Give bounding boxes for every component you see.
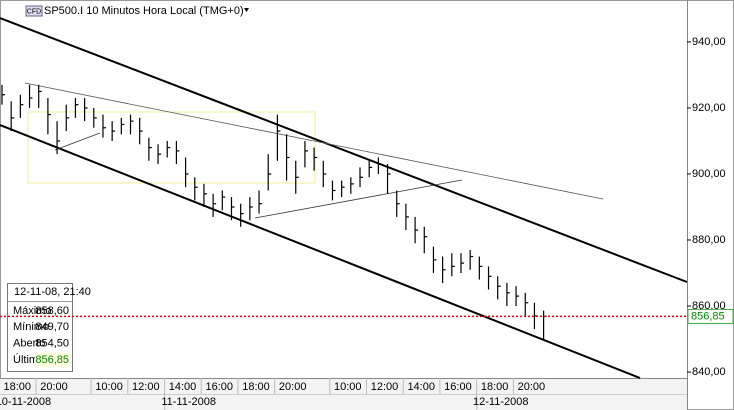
x-tick-label: 18:00 (242, 381, 270, 393)
date-tick-label: 11-11-2008 (161, 396, 216, 408)
info-value: 854,50 (35, 338, 69, 350)
info-value: 856,85 (35, 354, 69, 366)
badge-box (25, 5, 43, 17)
y-tick-label: 840,00 (692, 366, 726, 378)
x-tick-label: 20:00 (40, 381, 68, 393)
info-header: 12-11-08, 21:40 (14, 286, 91, 298)
x-tick-label: 12:00 (132, 381, 160, 393)
title-bg (3, 3, 247, 18)
x-tick-label: 18:00 (481, 381, 509, 393)
info-value: 858,60 (35, 305, 69, 317)
info-value: 849,70 (35, 321, 69, 333)
x-tick-label: 14:00 (169, 381, 197, 393)
trend-line (24, 82, 604, 200)
info-label: Máximo (13, 305, 52, 317)
y-tick-label: 940,00 (692, 36, 726, 48)
trend-line (254, 179, 463, 219)
info-label: Mínimo (13, 321, 49, 333)
x-tick-label: 18:00 (4, 381, 32, 393)
x-tick-label: 14:00 (407, 381, 435, 393)
x-tick-label: 10:00 (334, 381, 362, 393)
info-value-bg (35, 352, 70, 367)
x-tick-label: 20:00 (518, 381, 546, 393)
title-group: CFD SP500.I 10 Minutos Hora Local (TMG+0… (3, 3, 249, 18)
info-label: Aberto (13, 338, 45, 350)
y-tick-label: 920,00 (692, 102, 726, 114)
date-tick-label: 12-11-2008 (473, 396, 528, 408)
date-tick-label: 10-11-2008 (0, 396, 51, 408)
last-price-label: 856,85 (691, 310, 725, 322)
channel-upper (0, 17, 688, 283)
x-tick-label: 16:00 (205, 381, 233, 393)
x-tick-label: 20:00 (279, 381, 307, 393)
x-tick-label: 12:00 (371, 381, 399, 393)
y-tick-label: 900,00 (692, 168, 726, 180)
channel-lower (0, 124, 641, 379)
x-tick-label: 10:00 (95, 381, 123, 393)
trend-line (54, 132, 101, 151)
x-tick-label: 16:00 (444, 381, 472, 393)
last-price-box (687, 308, 734, 324)
badge: CFD (27, 8, 41, 15)
y-tick-label: 880,00 (692, 234, 726, 246)
dropdown-arrow[interactable] (244, 8, 249, 12)
chart-title: SP500.I 10 Minutos Hora Local (TMG+0) (44, 5, 244, 17)
